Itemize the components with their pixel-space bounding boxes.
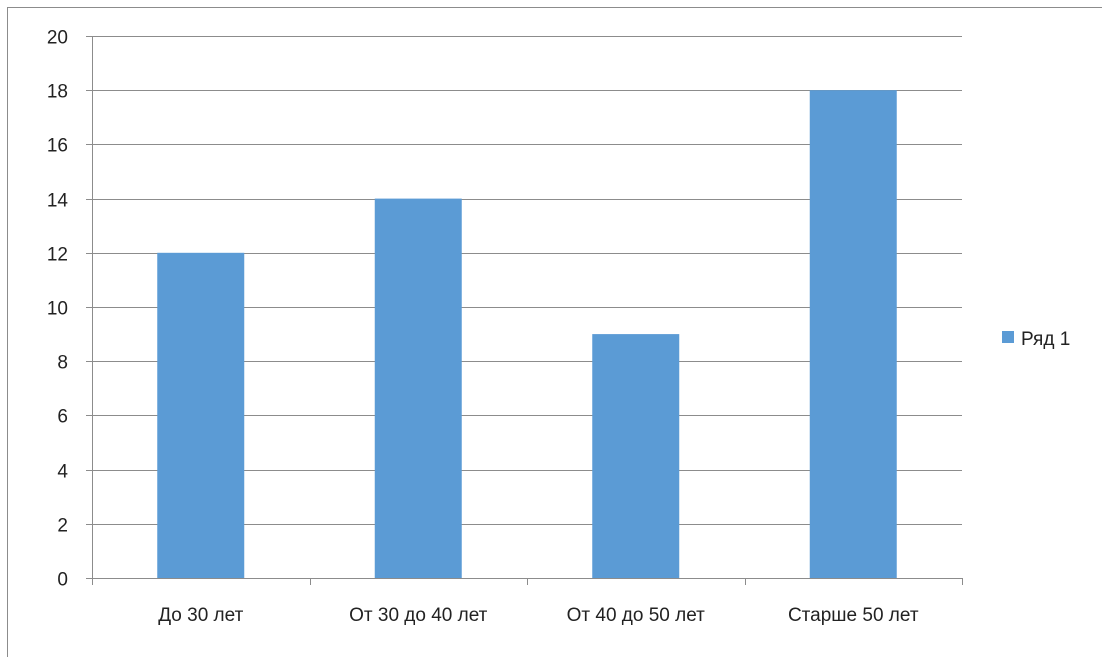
bar [592, 334, 680, 578]
y-tick-label: 4 [57, 462, 68, 483]
legend-swatch [1002, 331, 1014, 343]
y-tick-label: 12 [47, 245, 68, 266]
y-tick-label: 14 [47, 191, 69, 212]
bar [374, 198, 462, 578]
axes [86, 36, 963, 585]
y-tick-label: 18 [47, 82, 68, 103]
y-tick-labels: 0 2 4 6 8 10 12 14 16 18 20 [47, 28, 69, 591]
y-tick-label: 0 [57, 570, 68, 591]
y-tick-label: 6 [57, 407, 68, 428]
bars [157, 90, 897, 579]
x-tick-label: От 40 до 50 лет [567, 605, 706, 626]
y-tick-label: 8 [57, 353, 68, 374]
bar [809, 90, 897, 578]
chart-frame [7, 7, 1102, 657]
legend-label: Ряд 1 [1021, 329, 1070, 350]
y-tick-label: 10 [47, 299, 68, 320]
x-tick-label: Старше 50 лет [788, 605, 919, 626]
y-tick-label: 2 [57, 516, 68, 537]
legend: Ряд 1 [1002, 329, 1070, 350]
x-tick-label: От 30 до 40 лет [349, 605, 488, 626]
y-tick-label: 16 [47, 136, 68, 157]
bar [157, 252, 245, 579]
x-tick-labels: До 30 лет От 30 до 40 лет От 40 до 50 лет С… [158, 605, 919, 626]
x-tick-label: До 30 лет [158, 605, 243, 626]
y-tick-label: 20 [47, 28, 68, 49]
